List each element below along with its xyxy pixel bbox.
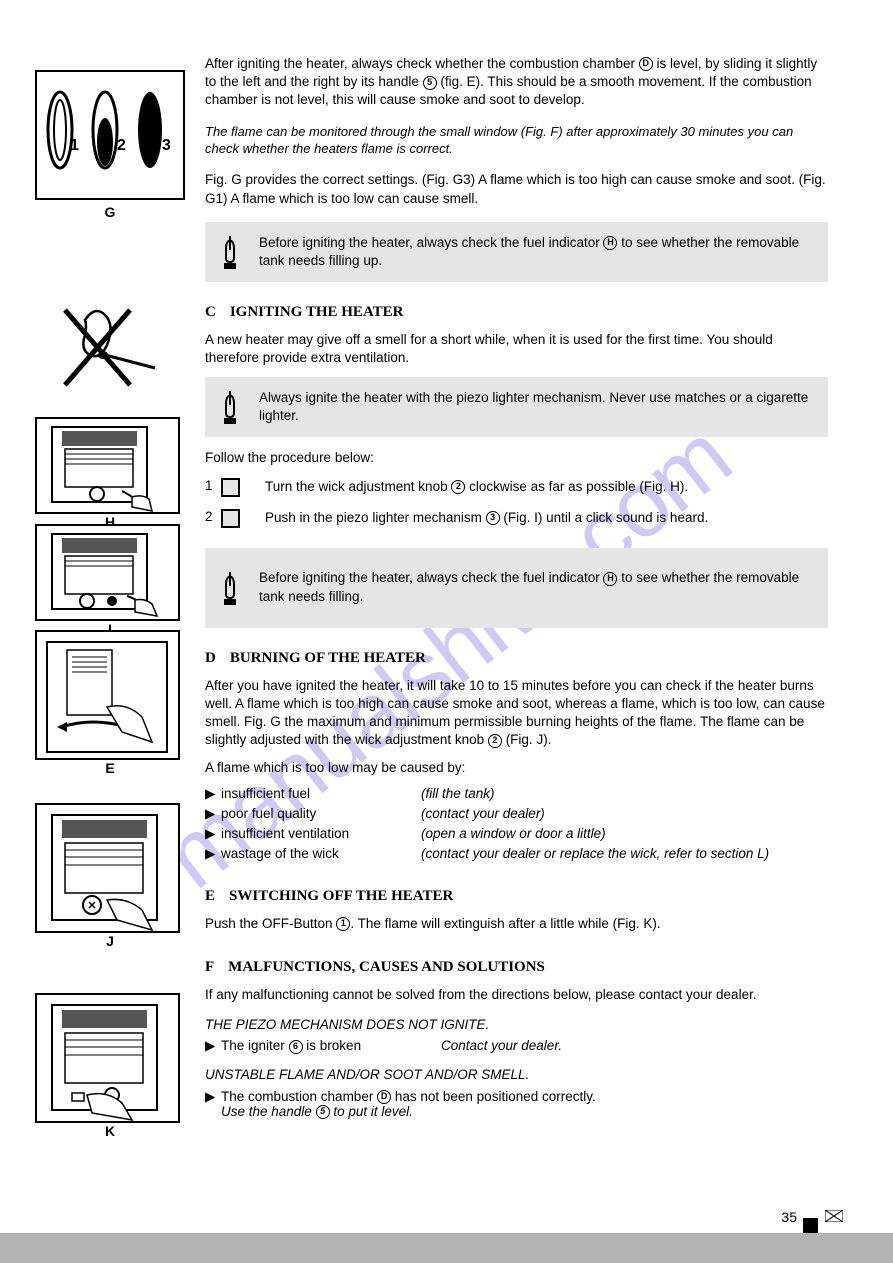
section-e-letter: E xyxy=(205,888,215,905)
step-1-num: 1 xyxy=(205,478,265,497)
section-c-title: IGNITING THE HEATER xyxy=(230,304,404,321)
step-2-text: Push in the piezo lighter mechanism 3 (F… xyxy=(265,509,828,527)
figure-e-container: E xyxy=(35,630,185,776)
page-flag-icon xyxy=(825,1210,843,1225)
figure-k-label: K xyxy=(35,1123,185,1139)
circled-1: 1 xyxy=(336,917,350,931)
figure-e-label: E xyxy=(35,760,185,776)
flame-fig-block: Fig. G provides the correct settings. (F… xyxy=(205,171,828,207)
circled-d: D xyxy=(639,57,653,71)
page-number: 35 xyxy=(781,1209,797,1225)
svg-text:1: 1 xyxy=(70,137,79,154)
step-1: 1 Turn the wick adjustment knob 2 clockw… xyxy=(205,478,828,497)
list-item: ▶The igniter 6 is broken Contact your de… xyxy=(205,1038,828,1054)
step-1-box xyxy=(221,478,240,497)
circled-2: 2 xyxy=(451,480,465,494)
figure-g-container: 1 2 3 G xyxy=(35,70,185,220)
malfunc-2-title: UNSTABLE FLAME AND/OR SOOT AND/OR SMELL. xyxy=(205,1066,828,1084)
malfunc-1-title: THE PIEZO MECHANISM DOES NOT IGNITE. xyxy=(205,1016,828,1034)
circled-5: 5 xyxy=(423,76,437,90)
step-2-box xyxy=(221,509,240,528)
figure-g-box: 1 2 3 xyxy=(35,70,185,200)
list-item: ▶insufficient ventilation(open a window … xyxy=(205,826,828,842)
svg-text:2: 2 xyxy=(117,137,126,154)
section-e-text: Push the OFF-Button 1. The flame will ex… xyxy=(205,915,828,933)
circled-3: 3 xyxy=(486,511,500,525)
section-e-title: SWITCHING OFF THE HEATER xyxy=(229,888,453,905)
flame-ref-text: The flame can be monitored through the s… xyxy=(205,124,828,158)
list-item: ▶wastage of the wick(contact your dealer… xyxy=(205,846,828,862)
section-e-head: E SWITCHING OFF THE HEATER xyxy=(205,888,828,905)
figure-k-box xyxy=(35,993,180,1123)
section-d-head: D BURNING OF THE HEATER xyxy=(205,650,828,667)
note-3-text: Before igniting the heater, always check… xyxy=(259,569,812,605)
section-d-lowflame-intro: A flame which is too low may be caused b… xyxy=(205,759,828,777)
section-c-intro: A new heater may give off a smell for a … xyxy=(205,331,828,367)
list-item: ▶ The combustion chamber D has not been … xyxy=(205,1089,828,1120)
figure-j-label: J xyxy=(35,933,185,949)
svg-text:3: 3 xyxy=(162,137,171,154)
figure-k-container: K xyxy=(35,993,185,1139)
note-2-text: Always ignite the heater with the piezo … xyxy=(259,389,812,425)
flame-check-block: After igniting the heater, always check … xyxy=(205,55,828,110)
circled-2-d: 2 xyxy=(488,734,502,748)
pointing-hand-icon xyxy=(215,230,245,274)
flame-check-para: After igniting the heater, always check … xyxy=(205,55,828,110)
section-c-head: C IGNITING THE HEATER xyxy=(205,304,828,321)
pointing-hand-icon xyxy=(215,385,245,429)
figure-h-container: H xyxy=(35,417,185,530)
section-c-follow: Follow the procedure below: xyxy=(205,449,828,467)
figure-h-box xyxy=(35,417,180,514)
section-c-letter: C xyxy=(205,304,216,321)
section-f-title: MALFUNCTIONS, CAUSES AND SOLUTIONS xyxy=(228,959,545,976)
lowflame-list: ▶insufficient fuel(fill the tank) ▶poor … xyxy=(205,786,828,862)
section-d-letter: D xyxy=(205,650,216,667)
section-d-content: After you have ignited the heater, it wi… xyxy=(205,677,828,750)
section-f-text: If any malfunctioning cannot be solved f… xyxy=(205,986,828,1004)
section-f-letter: F xyxy=(205,959,214,976)
figure-i-container: I xyxy=(35,524,185,637)
figure-i-box xyxy=(35,524,180,621)
section-f-head: F MALFUNCTIONS, CAUSES AND SOLUTIONS xyxy=(205,959,828,976)
no-match-figure xyxy=(35,300,185,400)
page-content: 1 2 3 G After igniting the heater, alway… xyxy=(0,0,893,1119)
note-2: Always ignite the heater with the piezo … xyxy=(205,377,828,437)
malfunc-1-cause: The igniter 6 is broken xyxy=(221,1038,441,1054)
list-item: ▶insufficient fuel(fill the tank) xyxy=(205,786,828,802)
pointing-hand-icon xyxy=(215,566,245,610)
step-2-num: 2 xyxy=(205,509,265,528)
note-1: Before igniting the heater, always check… xyxy=(205,222,828,282)
figure-j-box xyxy=(35,803,180,933)
list-item: ▶poor fuel quality(contact your dealer) xyxy=(205,806,828,822)
figure-e-box xyxy=(35,630,180,760)
figure-g-label: G xyxy=(35,204,185,220)
note-1-text: Before igniting the heater, always check… xyxy=(259,234,812,270)
section-d-title: BURNING OF THE HEATER xyxy=(230,650,426,667)
note-3: Before igniting the heater, always check… xyxy=(205,548,828,628)
circled-h: H xyxy=(603,236,617,250)
flame-fig-para: Fig. G provides the correct settings. (F… xyxy=(205,171,828,207)
step-2: 2 Push in the piezo lighter mechanism 3 … xyxy=(205,509,828,528)
figure-j-container: J xyxy=(35,803,185,949)
main-column: After igniting the heater, always check … xyxy=(205,55,828,1119)
circled-h-2: H xyxy=(603,572,617,586)
flame-ref-block: The flame can be monitored through the s… xyxy=(205,124,828,158)
step-1-text: Turn the wick adjustment knob 2 clockwis… xyxy=(265,478,828,496)
footer-bar xyxy=(0,1233,893,1263)
malfunc-2-line: The combustion chamber D has not been po… xyxy=(221,1089,828,1120)
